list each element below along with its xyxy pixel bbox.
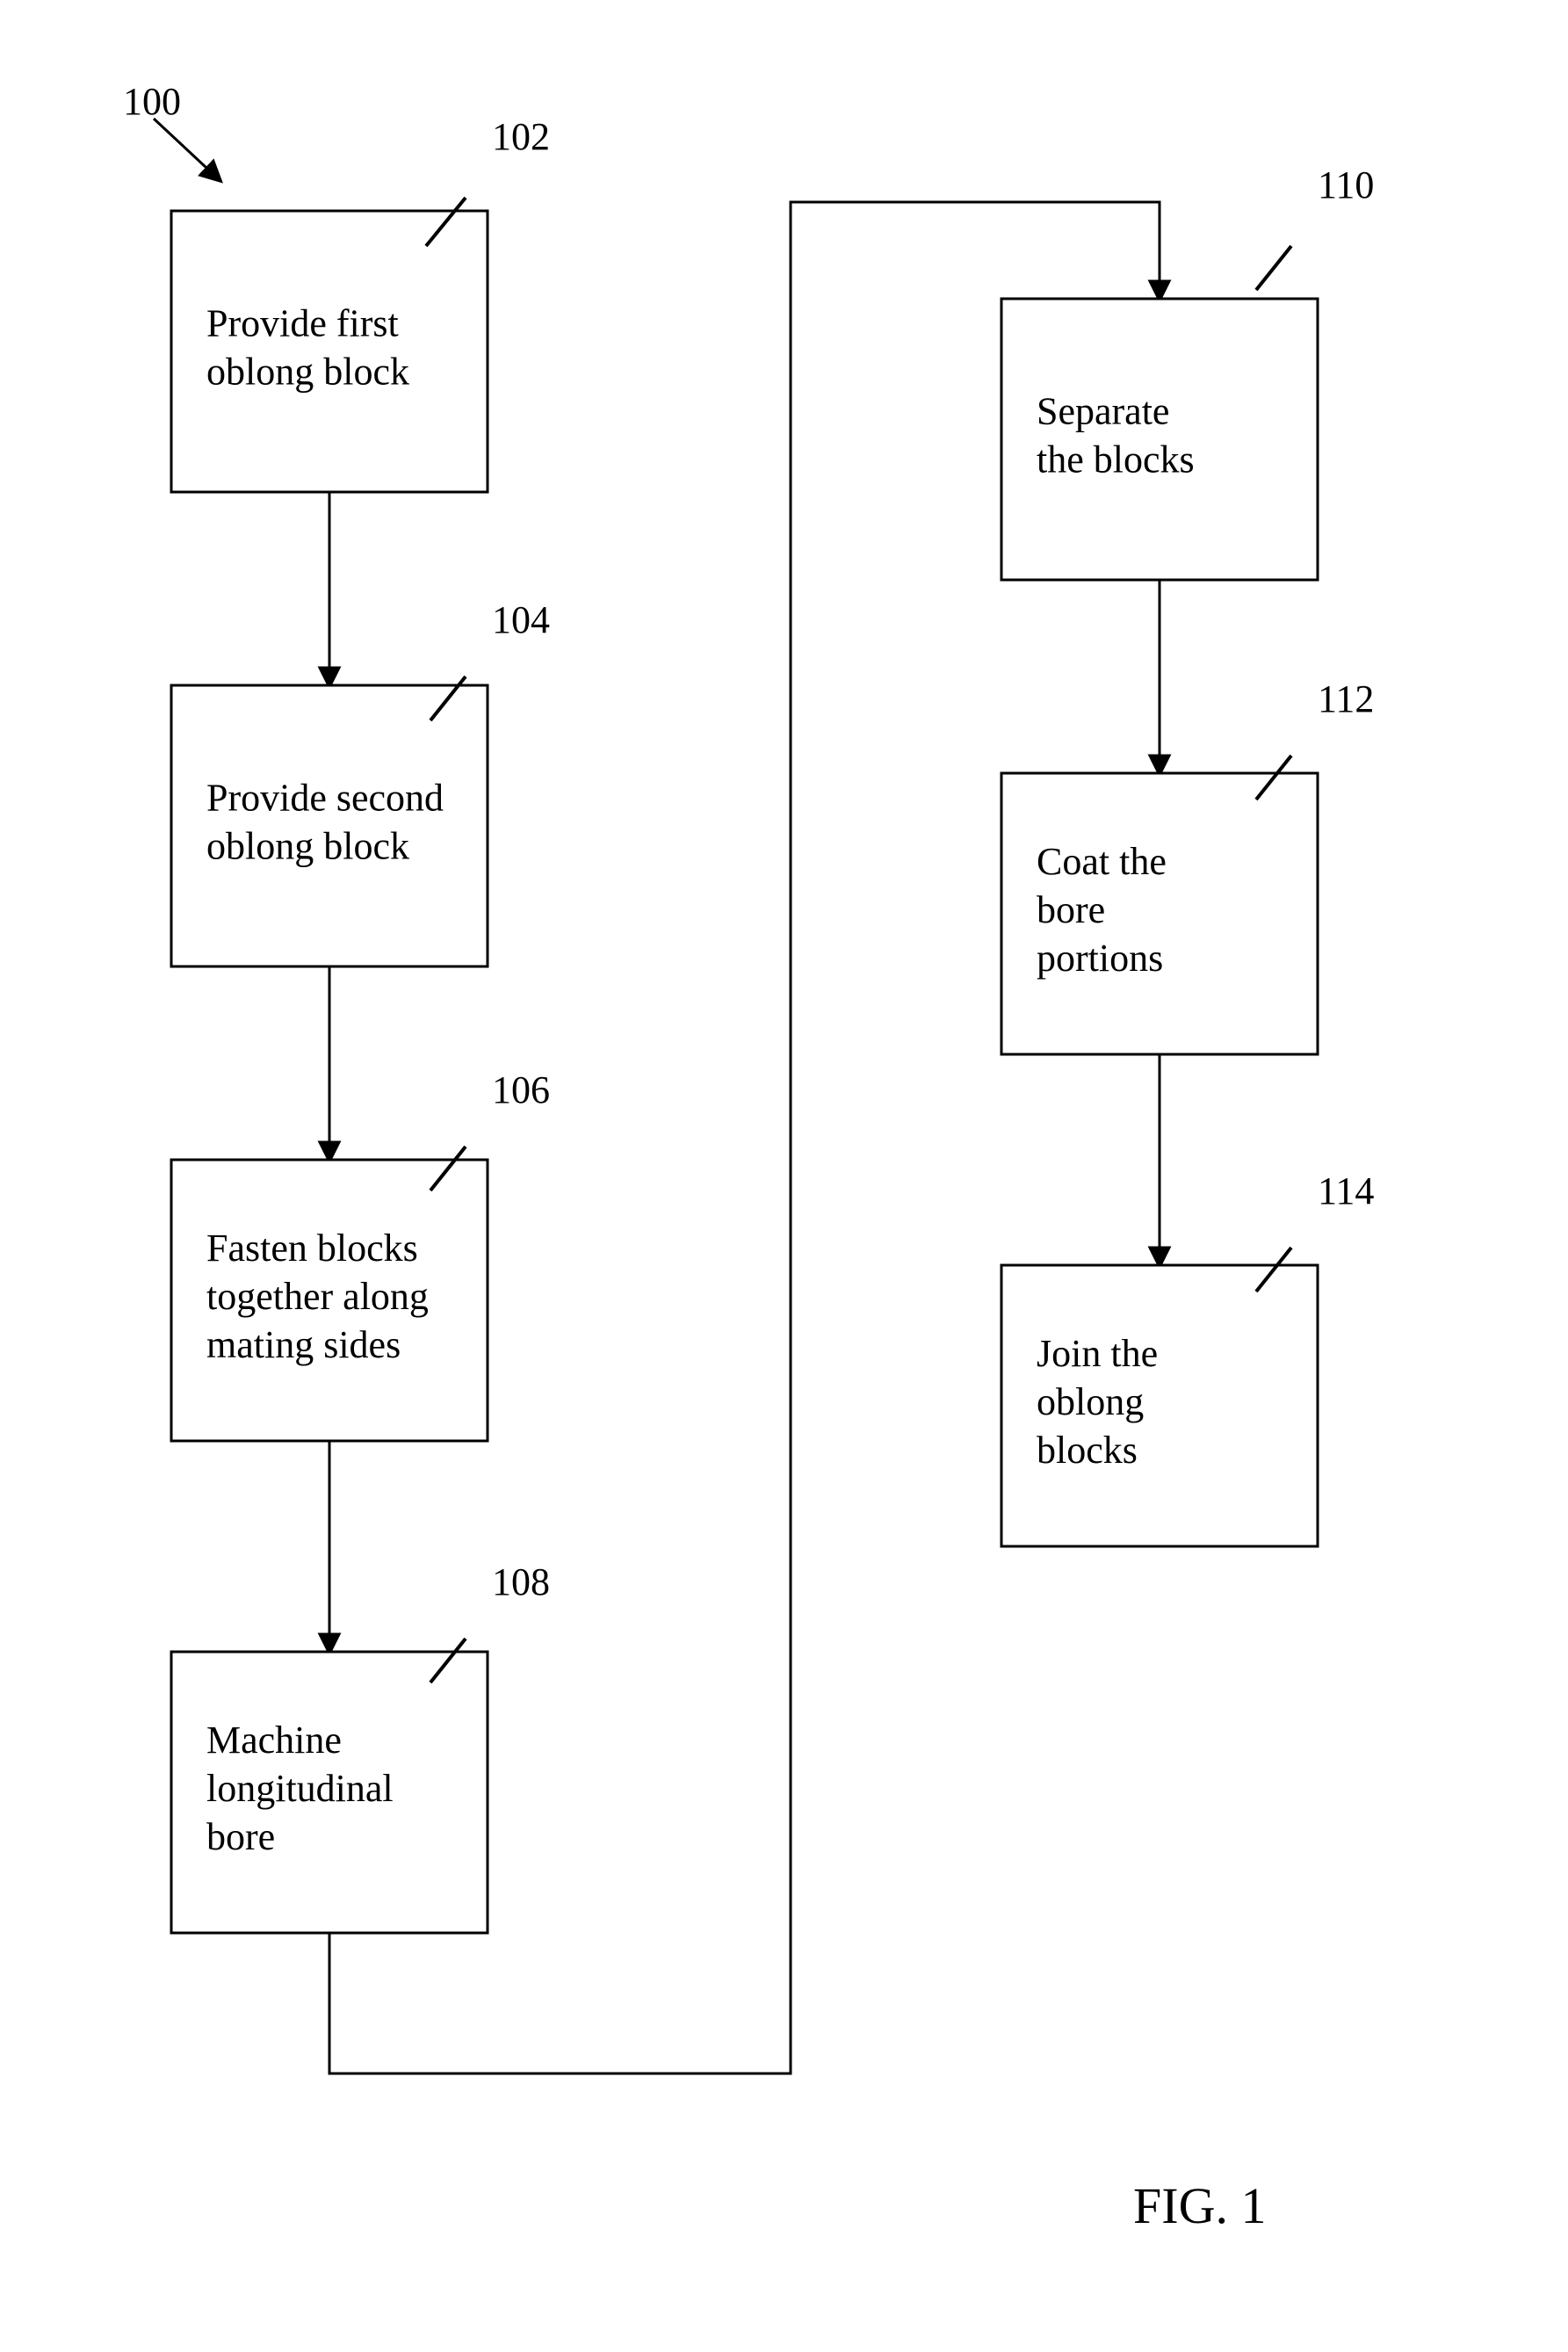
flow-step-110: Separate the blocks 110: [1001, 163, 1374, 580]
step-text: portions: [1037, 937, 1163, 980]
step-text: Provide second: [206, 776, 444, 819]
step-ref-number: 106: [492, 1068, 550, 1111]
step-ref-number: 110: [1318, 163, 1374, 206]
flow-step-104: Provide second oblong block 104: [171, 598, 550, 966]
ref-tick: [1256, 246, 1291, 290]
flowchart-figure: Provide first oblong block 102 Provide seco…: [0, 0, 1568, 2352]
figure-label: FIG. 1: [1133, 2177, 1266, 2234]
step-text: mating sides: [206, 1323, 401, 1366]
step-text: Provide first: [206, 301, 399, 344]
step-text: Fasten blocks: [206, 1227, 418, 1270]
flow-step-102: Provide first oblong block 102: [171, 115, 550, 492]
step-text: longitudinal: [206, 1767, 394, 1810]
step-text: together along: [206, 1275, 429, 1318]
step-text: oblong block: [206, 824, 409, 867]
step-text: Separate: [1037, 389, 1169, 432]
flow-step-106: Fasten blocks together along mating sides 1…: [171, 1068, 550, 1441]
step-text: oblong block: [206, 350, 409, 393]
step-text: bore: [206, 1815, 275, 1858]
flow-step-114: Join the oblong blocks 114: [1001, 1169, 1374, 1546]
step-text: oblong: [1037, 1380, 1144, 1423]
step-text: Coat the: [1037, 840, 1167, 883]
diagram-ref-arrow: [154, 119, 220, 180]
step-text: the blocks: [1037, 438, 1195, 481]
step-text: Machine: [206, 1719, 342, 1762]
flow-step-112: Coat the bore portions 112: [1001, 677, 1374, 1054]
step-text: Join the: [1037, 1332, 1158, 1375]
step-text: bore: [1037, 888, 1105, 931]
step-ref-number: 102: [492, 115, 550, 158]
step-text: blocks: [1037, 1429, 1138, 1472]
diagram-ref-number: 100: [123, 80, 181, 123]
step-ref-number: 112: [1318, 677, 1374, 720]
step-ref-number: 108: [492, 1560, 550, 1603]
flow-step-108: Machine longitudinal bore 108: [171, 1560, 550, 1933]
step-ref-number: 114: [1318, 1169, 1374, 1212]
step-ref-number: 104: [492, 598, 550, 641]
